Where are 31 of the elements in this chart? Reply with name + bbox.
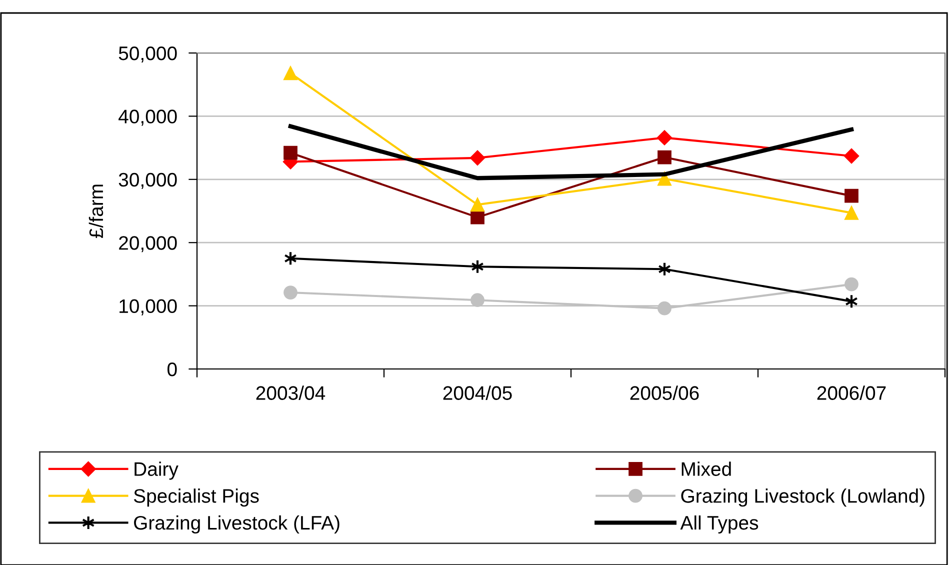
point	[658, 150, 672, 164]
point	[844, 148, 860, 164]
point	[284, 286, 298, 300]
point	[470, 198, 484, 212]
point	[284, 66, 298, 80]
x-tick-label: 2005/06	[630, 386, 699, 400]
point	[844, 188, 858, 203]
point	[844, 277, 858, 292]
x-tick-label: 2006/07	[817, 386, 886, 400]
point	[470, 210, 484, 224]
y-tick-label: 50,000	[118, 46, 177, 63]
y-tick-label: 40,000	[118, 110, 177, 126]
y-tick-label: 0	[168, 362, 177, 376]
point	[844, 206, 858, 220]
point	[470, 293, 484, 308]
point	[656, 130, 672, 146]
y-tick-label: 10,000	[120, 299, 177, 316]
point	[658, 301, 672, 316]
y-axis-title: £/farm	[88, 184, 104, 238]
legend-label: Mixed	[682, 462, 731, 476]
x-tick-label: 2004/05	[443, 386, 512, 400]
y-tick-label: 20,000	[119, 236, 177, 252]
legend-label: Grazing Livestock (LFA)	[134, 515, 340, 534]
point	[284, 146, 298, 160]
y-tick-label: 30,000	[118, 172, 177, 189]
legend-label: All Types	[680, 515, 758, 534]
point	[470, 150, 486, 166]
x-tick-label: 2003/04	[256, 386, 326, 400]
legend-label: Dairy	[134, 462, 178, 480]
legend-label: Specialist Pigs	[134, 488, 259, 507]
legend-label: Grazing Livestock (Lowland)	[681, 488, 924, 507]
